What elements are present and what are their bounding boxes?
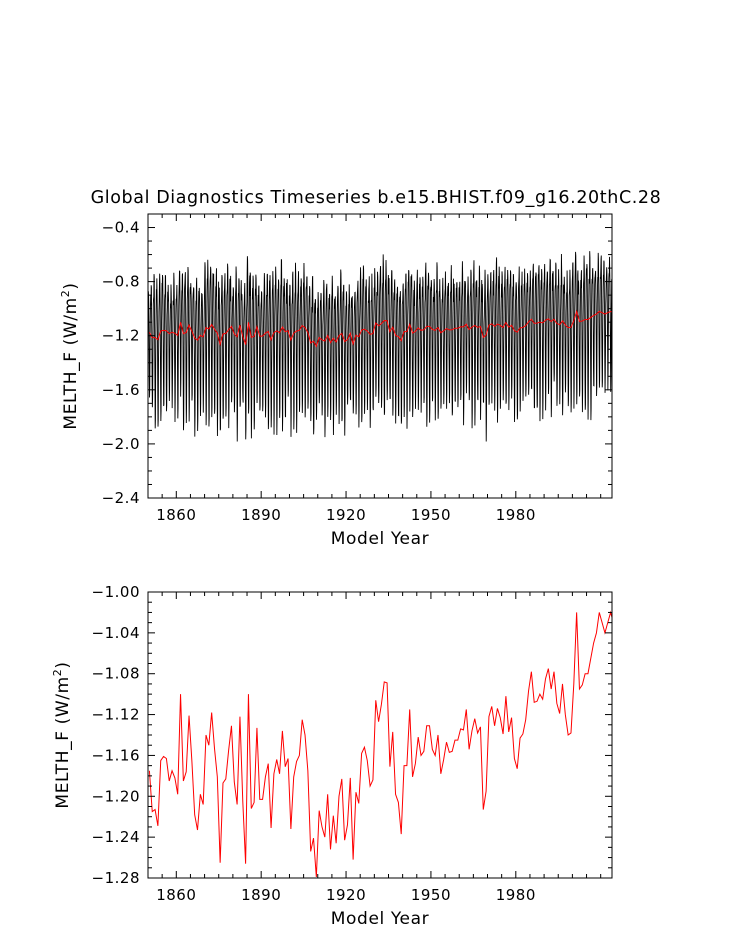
panel2-x-axis-label: Model Year bbox=[331, 909, 429, 929]
panel1-x-axis-label: Model Year bbox=[331, 529, 429, 549]
annual-series-line bbox=[148, 309, 612, 348]
monthly-timeseries-panel: 1860 1890 1920 1950 1980 −2.4 −2.0 −1.6 −1.2 −0.8… bbox=[59, 213, 613, 549]
y-tick-label: −0.8 bbox=[102, 273, 140, 291]
panel2-ticks: 1860 1890 1920 1950 1980 −1.28 −1.24 −1.20 −1.16… bbox=[92, 583, 612, 904]
x-tick-label: 1980 bbox=[496, 886, 536, 904]
x-tick-label: 1920 bbox=[326, 506, 366, 524]
y-tick-label: −1.00 bbox=[92, 583, 140, 601]
panel2-frame bbox=[147, 591, 613, 879]
annual-series-layer bbox=[148, 610, 612, 878]
x-tick-label: 1950 bbox=[411, 506, 451, 524]
panel2-y-axis-label-main: MELTH_F (W/m bbox=[53, 676, 73, 808]
x-tick-label: 1950 bbox=[411, 886, 451, 904]
panel1-y-axis-label-close: ) bbox=[61, 282, 81, 289]
annual-timeseries-panel: 1860 1890 1920 1950 1980 −1.28 −1.24 −1.20 −1.16… bbox=[51, 583, 613, 929]
monthly-series-layer bbox=[148, 251, 612, 442]
x-tick-label: 1980 bbox=[496, 506, 536, 524]
y-tick-label: −1.16 bbox=[92, 746, 140, 764]
y-tick-label: −1.20 bbox=[92, 787, 140, 805]
x-tick-label: 1890 bbox=[241, 886, 281, 904]
x-tick-label: 1920 bbox=[326, 886, 366, 904]
panel1-frame bbox=[147, 213, 613, 499]
y-tick-label: −1.6 bbox=[102, 381, 140, 399]
x-tick-label: 1890 bbox=[241, 506, 281, 524]
y-tick-label: −0.4 bbox=[102, 219, 140, 237]
x-tick-label: 1860 bbox=[156, 886, 196, 904]
y-tick-label: −2.0 bbox=[102, 435, 140, 453]
annual-series-line bbox=[148, 610, 612, 878]
panel1-ticks: 1860 1890 1920 1950 1980 −2.4 −2.0 −1.6 −1.2 −0.8… bbox=[102, 213, 612, 524]
panel2-y-axis-label-close: ) bbox=[53, 661, 73, 668]
panel1-y-axis-label: MELTH_F (W/m2) bbox=[59, 282, 81, 429]
panel1-y-axis-label-main: MELTH_F (W/m bbox=[61, 297, 81, 429]
y-tick-label: −1.12 bbox=[92, 706, 140, 724]
monthly-series-line bbox=[148, 251, 612, 442]
y-tick-label: −1.24 bbox=[92, 828, 140, 846]
figure-title: Global Diagnostics Timeseries b.e15.BHIS… bbox=[91, 188, 662, 208]
y-tick-label: −1.2 bbox=[102, 327, 140, 345]
y-tick-label: −1.04 bbox=[92, 624, 140, 642]
x-tick-label: 1860 bbox=[156, 506, 196, 524]
panel1-y-axis-label-sup: 2 bbox=[59, 290, 72, 298]
y-tick-label: −1.08 bbox=[92, 665, 140, 683]
panel2-y-axis-label-sup: 2 bbox=[51, 669, 64, 677]
y-tick-label: −2.4 bbox=[102, 489, 140, 507]
panel2-y-axis-label: MELTH_F (W/m2) bbox=[51, 661, 73, 808]
y-tick-label: −1.28 bbox=[92, 869, 140, 887]
